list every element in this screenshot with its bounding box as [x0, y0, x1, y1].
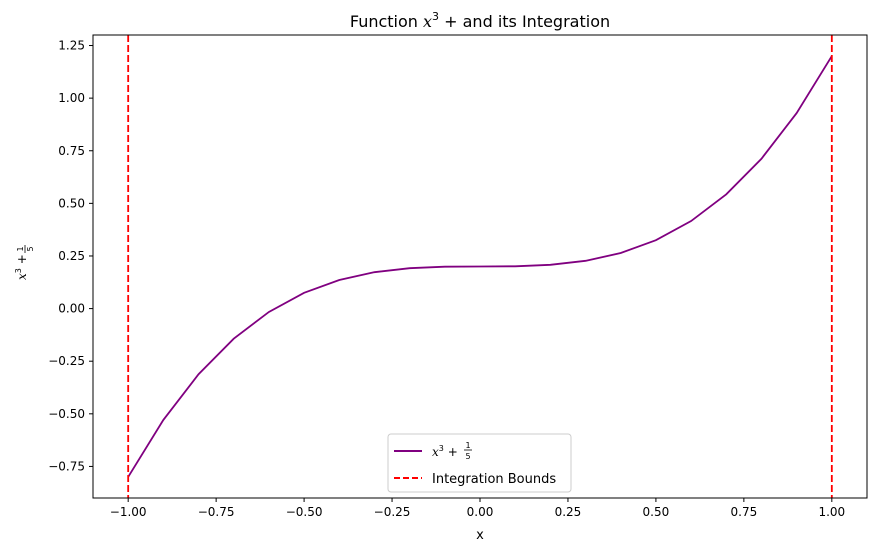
- svg-text:5: 5: [465, 452, 470, 461]
- x-tick-label: 0.50: [643, 505, 670, 519]
- x-tick-label: −0.75: [198, 505, 235, 519]
- legend-label-function: x3 + 1 5: [432, 441, 472, 461]
- y-axis-label: x3 + 1 5: [14, 245, 35, 280]
- y-tick-label: 0.75: [58, 144, 85, 158]
- x-tick-label: 1.00: [818, 505, 845, 519]
- series-line-function: [127, 55, 833, 478]
- y-tick-label: 1.00: [58, 91, 85, 105]
- chart-title: Function x3 + and its Integration: [350, 10, 610, 31]
- y-axis: −0.75 −0.50 −0.25 0.00 0.25 0.50 0.75 1.00 1.25: [48, 39, 93, 473]
- y-tick-label: 1.25: [58, 39, 85, 53]
- x-tick-label: −1.00: [110, 505, 147, 519]
- y-tick-label: 0.50: [58, 196, 85, 210]
- svg-text:1: 1: [465, 441, 470, 450]
- y-tick-label: −0.25: [48, 354, 85, 368]
- legend-label-bounds: Integration Bounds: [432, 472, 556, 487]
- x-tick-label: −0.50: [286, 505, 323, 519]
- x-tick-label: 0.75: [731, 505, 758, 519]
- y-tick-label: 0.25: [58, 249, 85, 263]
- y-tick-label: −0.50: [48, 407, 85, 421]
- x-axis-label: x: [476, 528, 484, 543]
- y-tick-label: −0.75: [48, 459, 85, 473]
- x-tick-label: 0.25: [555, 505, 582, 519]
- x-axis: −1.00 −0.75 −0.50 −0.25 0.00 0.25 0.50 0.75 1.00: [110, 498, 845, 519]
- svg-text:x3 +: x3 +: [432, 444, 458, 459]
- svg-text:1: 1: [16, 246, 25, 251]
- svg-text:5: 5: [26, 246, 35, 251]
- x-tick-label: −0.25: [374, 505, 411, 519]
- svg-text:x3 +: x3 +: [14, 254, 29, 280]
- plot-content: [127, 35, 833, 498]
- x-tick-label: 0.00: [467, 505, 494, 519]
- legend-box: [387, 433, 572, 493]
- legend: x3 + 1 5 Integration Bounds: [387, 433, 572, 493]
- y-tick-label: 0.00: [58, 302, 85, 316]
